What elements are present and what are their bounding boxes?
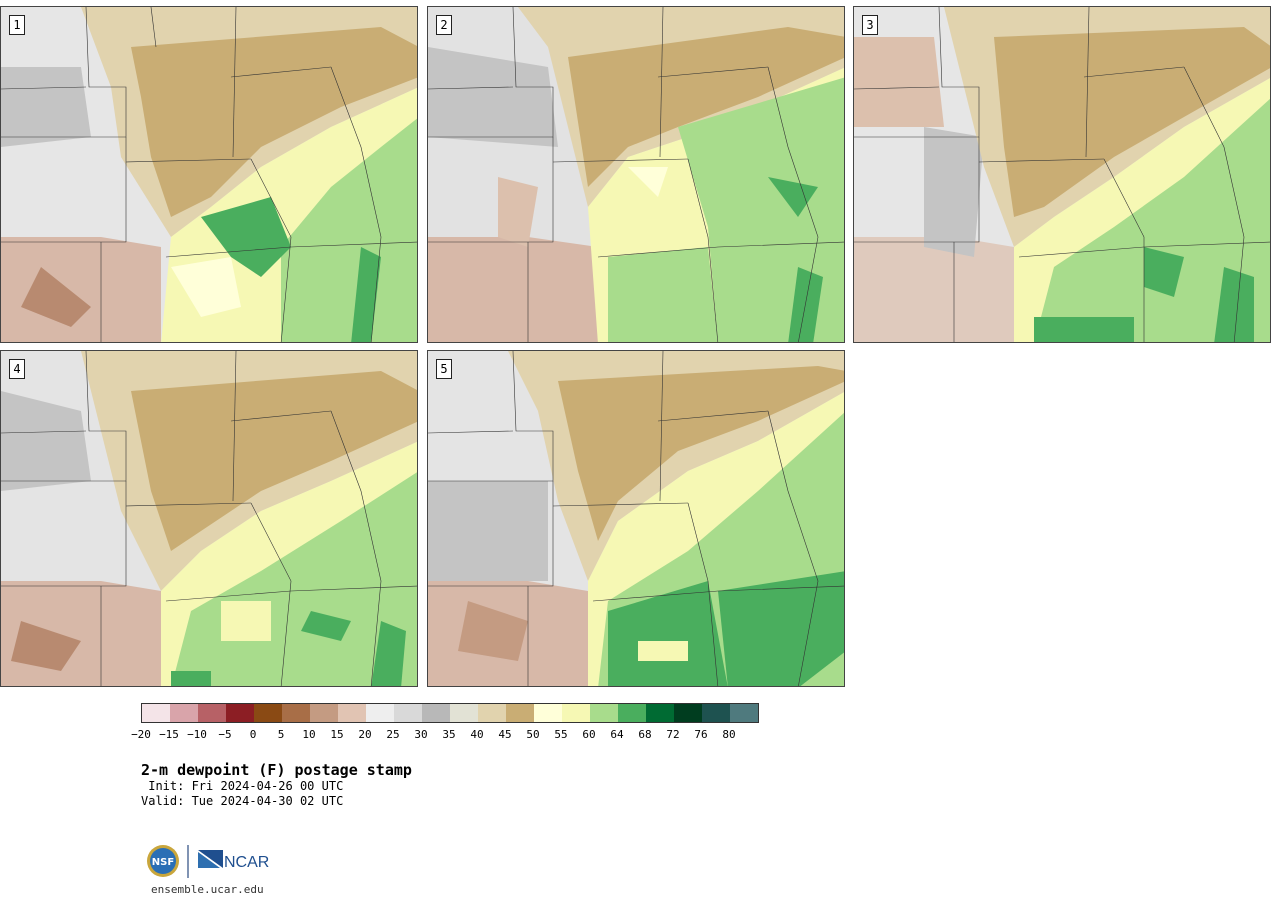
product-title: 2-m dewpoint (F) postage stamp [141, 761, 412, 779]
dewpoint-map-3 [854, 7, 1270, 342]
panel-number: 5 [436, 359, 452, 379]
dewpoint-colorbar [141, 703, 759, 723]
colorbar-tick-label: 72 [666, 728, 680, 741]
colorbar-segment [674, 704, 702, 722]
init-time: Init: Fri 2024-04-26 00 UTC [141, 779, 344, 793]
colorbar-tick-label: 60 [582, 728, 596, 741]
panel-number: 4 [9, 359, 25, 379]
colorbar-tick-label: 50 [526, 728, 540, 741]
forecast-panel-3: 3 [853, 6, 1271, 343]
dewpoint-map-2 [428, 7, 844, 342]
colorbar-tick-label: 76 [694, 728, 708, 741]
colorbar-segment [646, 704, 674, 722]
forecast-panel-4: 4 [0, 350, 418, 687]
colorbar-tick-label: 45 [498, 728, 512, 741]
colorbar-segment [366, 704, 394, 722]
colorbar-tick-label: 40 [470, 728, 484, 741]
colorbar-tick-label: 0 [249, 728, 257, 741]
colorbar-segment [702, 704, 730, 722]
colorbar-tick-label: 80 [722, 728, 736, 741]
colorbar-segment [590, 704, 618, 722]
panel-number: 2 [436, 15, 452, 35]
nsf-ncar-logo: NSF NCAR [147, 845, 269, 878]
colorbar-segment [254, 704, 282, 722]
colorbar-tick-label: 30 [414, 728, 428, 741]
dewpoint-map-5 [428, 351, 844, 686]
ncar-logo-text: NCAR [224, 854, 269, 871]
colorbar-segment [506, 704, 534, 722]
dewpoint-map-1 [1, 7, 417, 342]
colorbar-tick-label: 15 [330, 728, 344, 741]
colorbar-tick-label: 35 [442, 728, 456, 741]
colorbar-tick-label: −5 [218, 728, 232, 741]
colorbar-tick-label: 64 [610, 728, 624, 741]
colorbar-segment [450, 704, 478, 722]
forecast-panel-5: 5 [427, 350, 845, 687]
colorbar-segment [618, 704, 646, 722]
panel-number: 1 [9, 15, 25, 35]
colorbar-segment [310, 704, 338, 722]
colorbar-segment [394, 704, 422, 722]
colorbar-segment [730, 704, 758, 722]
colorbar-segment [534, 704, 562, 722]
colorbar-segment [142, 704, 170, 722]
colorbar-tick-label: 20 [358, 728, 372, 741]
colorbar-tick-label: 10 [302, 728, 316, 741]
colorbar-tick-label: −15 [159, 728, 179, 741]
colorbar-tick-label: 55 [554, 728, 568, 741]
nsf-logo-text: NSF [152, 857, 174, 868]
colorbar-segment [170, 704, 198, 722]
dewpoint-map-4 [1, 351, 417, 686]
colorbar-tick-label: 68 [638, 728, 652, 741]
colorbar-segment [198, 704, 226, 722]
colorbar-tick-label: −20 [131, 728, 151, 741]
colorbar-segment [562, 704, 590, 722]
valid-time: Valid: Tue 2024-04-30 02 UTC [141, 794, 344, 808]
forecast-panel-2: 2 [427, 6, 845, 343]
logo-area: NSF NCAR [145, 842, 275, 882]
colorbar-tick-label: 25 [386, 728, 400, 741]
colorbar-segment [422, 704, 450, 722]
colorbar-segment [478, 704, 506, 722]
colorbar-tick-label: 5 [277, 728, 285, 741]
site-url[interactable]: ensemble.ucar.edu [151, 883, 264, 896]
colorbar-segment [282, 704, 310, 722]
forecast-panel-1: 1 [0, 6, 418, 343]
colorbar-segment [226, 704, 254, 722]
panel-number: 3 [862, 15, 878, 35]
colorbar-tick-label: −10 [187, 728, 207, 741]
colorbar-segment [338, 704, 366, 722]
